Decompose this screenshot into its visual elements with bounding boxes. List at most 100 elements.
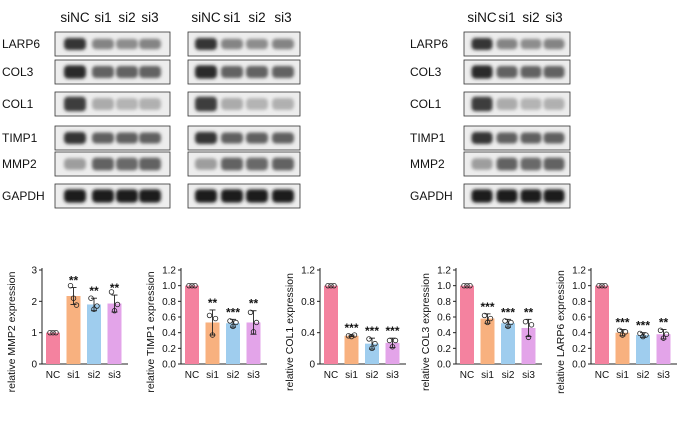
data-point	[94, 303, 100, 309]
y-tick-label: 0.8	[572, 297, 586, 308]
data-point	[189, 282, 195, 289]
bar-si2	[87, 304, 101, 364]
y-tick-label: 1.0	[572, 281, 586, 292]
x-tick-label: si3	[386, 370, 399, 381]
data-point	[247, 309, 254, 315]
x-tick-label: si2	[637, 370, 650, 381]
data-point	[484, 319, 491, 326]
bar-chart: 0 1 2 3 relative MMP2 expression NC ** si1 ** si2…	[6, 266, 128, 392]
blot-band	[64, 132, 86, 144]
data-point	[467, 282, 473, 289]
blot-band	[139, 98, 161, 110]
blot-row-label: COL1	[410, 97, 442, 111]
blot-row-label: TIMP1	[410, 131, 446, 145]
blot-band	[92, 98, 114, 110]
western-blot-panel-right: siNC si1 si2 si3 LARP6 COL3 COL1 TIMP1 MMP2 GAPDH	[410, 10, 571, 209]
y-tick-label: 0	[309, 360, 315, 371]
bar-si3	[521, 327, 536, 364]
bar-si3	[107, 303, 122, 364]
data-point	[461, 282, 467, 289]
x-tick-label: si2	[366, 370, 379, 381]
blot-band	[543, 65, 565, 79]
data-point	[348, 333, 355, 340]
y-tick-label: 0.8	[437, 297, 451, 308]
blot-row-label: COL3	[2, 65, 34, 79]
blot-band	[496, 189, 518, 203]
data-point	[212, 315, 219, 322]
blot-band	[221, 189, 243, 203]
blot-row-label: MMP2	[410, 157, 445, 171]
data-point	[111, 308, 118, 314]
blot-band	[64, 96, 86, 112]
western-blot-panel-left: siNC si1 si2 si3 siNC si1 si2 si3LARP6COL3COL1T…	[2, 10, 301, 209]
significance-label: **	[659, 316, 669, 330]
blot-band	[195, 158, 217, 170]
blot-band	[221, 157, 243, 171]
x-tick-label: si3	[247, 370, 260, 381]
data-point	[186, 282, 192, 289]
data-point	[227, 318, 233, 324]
data-point	[253, 319, 260, 326]
x-tick-label: si1	[206, 370, 219, 381]
blot-band	[471, 96, 493, 112]
blot-band	[116, 38, 138, 50]
bar-NC	[324, 285, 338, 364]
significance-label: ***	[480, 300, 494, 314]
blot-band	[272, 38, 294, 50]
blot-band	[520, 38, 542, 50]
blot-row-label: MMP2	[2, 157, 37, 171]
blot-band	[246, 132, 268, 144]
data-point	[619, 332, 626, 338]
y-tick-label: 1.2	[301, 266, 315, 277]
blot-band	[246, 38, 268, 50]
y-tick-label: 0	[31, 360, 37, 371]
blot-lane-label: si1	[223, 10, 240, 25]
y-tick-label: 0.6	[437, 313, 451, 324]
bar-NC	[595, 285, 609, 364]
blot-band	[116, 98, 138, 110]
bar-chart: 0.0 0.2 0.4 0.6 0.8 1.0 1.2 relative COL3 expre…	[420, 266, 542, 391]
y-tick-label: 1.2	[572, 266, 586, 277]
y-tick-label: 1.2	[437, 266, 451, 277]
blot-row-label: LARP6	[410, 37, 448, 51]
blot-band	[471, 158, 493, 170]
bar-si2	[365, 343, 379, 364]
data-point	[325, 282, 331, 289]
blot-lane-label: si1	[94, 10, 111, 25]
blot-band	[543, 98, 565, 110]
data-point	[637, 330, 643, 337]
significance-label: **	[89, 284, 99, 298]
blot-band	[221, 38, 243, 50]
data-point	[369, 345, 375, 352]
blot-band	[221, 98, 243, 110]
blot-band	[272, 65, 294, 79]
blot-lane-label: siNC	[191, 10, 220, 25]
data-point	[386, 337, 393, 344]
y-axis-label: relative COL3 expression	[420, 273, 432, 391]
x-tick-label: NC	[185, 370, 199, 381]
data-point	[502, 318, 508, 324]
data-point	[209, 332, 216, 338]
data-point	[528, 322, 535, 328]
y-axis-label: relative COL1 expression	[284, 273, 296, 391]
data-point	[372, 340, 378, 347]
blot-band	[543, 132, 565, 144]
x-tick-label: si2	[502, 370, 515, 381]
blot-lane-label: si1	[498, 10, 515, 25]
significance-label: **	[249, 297, 259, 311]
x-tick-label: si3	[657, 370, 670, 381]
x-tick-label: si1	[616, 370, 629, 381]
data-point	[487, 315, 494, 322]
data-point	[88, 295, 94, 301]
blot-band	[195, 38, 217, 50]
blot-lane-label: siNC	[467, 10, 496, 25]
blot-band	[92, 157, 114, 171]
bar-charts: 0 1 2 3 relative MMP2 expression NC ** si1 ** si2…	[6, 266, 677, 394]
bar-NC	[460, 285, 474, 364]
blot-band	[221, 65, 243, 79]
x-tick-label: NC	[595, 370, 609, 381]
blot-band	[139, 132, 161, 144]
blot-band	[471, 132, 493, 144]
data-point	[114, 301, 121, 308]
